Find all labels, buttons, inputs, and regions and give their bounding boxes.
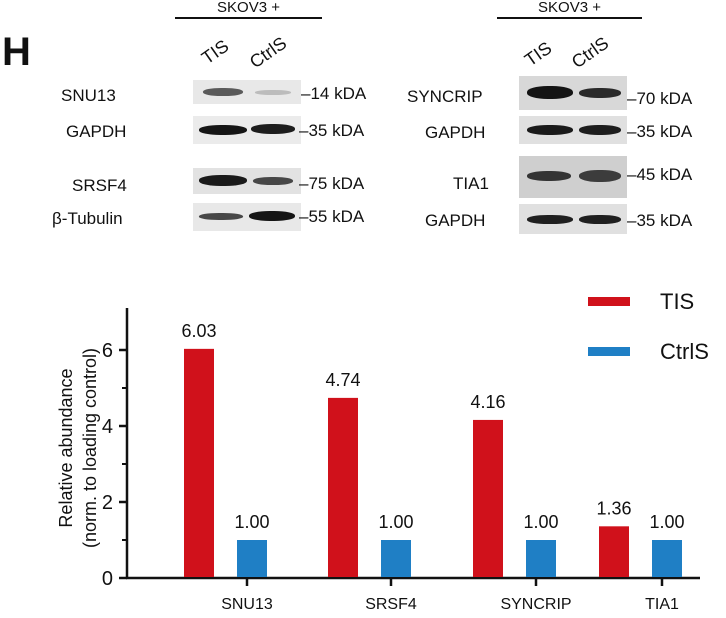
data-label-tis-0: 6.03 xyxy=(181,321,216,341)
legend-label-ctrls: CtrlS xyxy=(660,339,709,364)
right-row3-protein: TIA1 xyxy=(453,174,489,193)
y-tick-label-0: 0 xyxy=(102,568,113,590)
bar-chart: 0 2 4 6 Relative abundance (norm. to loading … xyxy=(56,289,709,613)
right-row2-kda: –35 kDA xyxy=(627,122,693,141)
data-label-tis-2: 4.16 xyxy=(470,392,505,412)
y-tick-label-3: 6 xyxy=(102,340,113,362)
panel-label: H xyxy=(2,30,31,74)
data-label-tis-3: 1.36 xyxy=(596,498,631,518)
right-lane-tis: TIS xyxy=(520,37,556,71)
right-row4-kda: –35 kDA xyxy=(627,211,693,230)
y-tick-label-1: 2 xyxy=(102,492,113,514)
right-row4-protein: GAPDH xyxy=(425,211,486,230)
legend-swatch-tis xyxy=(588,297,630,306)
left-row1-kda-text: 14 kDA xyxy=(310,84,367,103)
bar-ctrls-1 xyxy=(381,540,411,577)
left-row2-kda: –35 kDA xyxy=(299,121,365,140)
left-blot-tubulin xyxy=(193,203,301,231)
right-row4-kda-text: 35 kDA xyxy=(636,211,693,230)
right-row2-kda-text: 35 kDA xyxy=(636,122,693,141)
left-row3-protein: SRSF4 xyxy=(72,176,127,195)
right-row1-kda: –70 kDA xyxy=(627,89,693,108)
bar-ctrls-2 xyxy=(526,540,556,577)
bar-ctrls-0 xyxy=(237,540,267,577)
data-label-ctrls-0: 1.00 xyxy=(234,512,269,532)
left-blot-srsf4 xyxy=(193,168,301,194)
right-row1-protein: SYNCRIP xyxy=(407,87,483,106)
x-tick-label-1: SRSF4 xyxy=(365,596,417,613)
x-tick-label-2: SYNCRIP xyxy=(500,596,571,613)
data-label-ctrls-3: 1.00 xyxy=(649,512,684,532)
left-row4-kda-text: 55 kDA xyxy=(308,207,365,226)
left-row1-kda: –14 kDA xyxy=(301,84,367,103)
left-blot-gapdh xyxy=(193,116,301,144)
left-row4-kda: –55 kDA xyxy=(299,207,365,226)
right-blot-syncrip xyxy=(519,76,627,110)
left-blot-header: SKOV3 + xyxy=(217,0,280,16)
left-lane-ctrls: CtrlS xyxy=(245,32,291,73)
right-blot-tia1 xyxy=(519,156,627,198)
right-row3-kda: –45 kDA xyxy=(627,165,693,184)
left-row3-kda: –75 kDA xyxy=(299,174,365,193)
right-blot-header: SKOV3 + xyxy=(538,0,601,16)
right-header-line xyxy=(497,17,642,19)
data-label-ctrls-1: 1.00 xyxy=(378,512,413,532)
legend-label-tis: TIS xyxy=(660,289,694,314)
left-blot-snu13 xyxy=(193,80,301,104)
legend-swatch-ctrls xyxy=(588,347,630,356)
bar-tis-1 xyxy=(328,397,358,577)
y-axis-label-line1: Relative abundance xyxy=(56,368,76,527)
left-header-line xyxy=(175,17,322,19)
data-label-ctrls-2: 1.00 xyxy=(523,512,558,532)
left-row1-protein: SNU13 xyxy=(61,86,116,105)
right-blot-gapdh2 xyxy=(519,204,627,234)
left-row4-protein: β-Tubulin xyxy=(52,209,123,228)
right-blot-gapdh1 xyxy=(519,116,627,144)
right-row1-kda-text: 70 kDA xyxy=(636,89,693,108)
right-row2-protein: GAPDH xyxy=(425,123,486,142)
left-row3-kda-text: 75 kDA xyxy=(308,174,365,193)
y-tick-label-2: 4 xyxy=(102,416,113,438)
bar-tis-3 xyxy=(599,526,629,577)
x-tick-label-3: TIA1 xyxy=(645,596,679,613)
right-lane-ctrls: CtrlS xyxy=(567,32,613,73)
bar-ctrls-3 xyxy=(652,540,682,577)
right-row3-kda-text: 45 kDA xyxy=(636,165,693,184)
y-axis-label-line2: (norm. to loading control) xyxy=(80,348,100,548)
data-label-tis-1: 4.74 xyxy=(325,370,360,390)
left-row2-kda-text: 35 kDA xyxy=(308,121,365,140)
left-lane-tis: TIS xyxy=(197,35,233,69)
x-tick-label-0: SNU13 xyxy=(221,596,273,613)
left-row2-protein: GAPDH xyxy=(66,122,127,141)
bar-tis-2 xyxy=(473,419,503,577)
bar-tis-0 xyxy=(184,348,214,577)
